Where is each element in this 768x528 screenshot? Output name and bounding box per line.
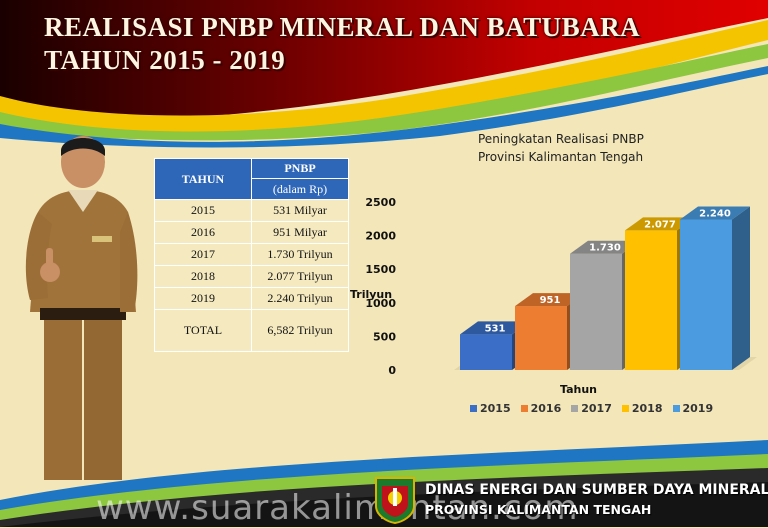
table-header-pnbp: PNBP [251, 158, 349, 179]
chart-legend: 2015 2016 2017 2018 2019 [470, 402, 713, 415]
bar-data-label: 2.077 [644, 219, 676, 230]
bar-front [680, 219, 732, 370]
official-portrait [25, 136, 138, 480]
table-cell-year: 2019 [154, 287, 252, 310]
bar-top [460, 321, 530, 335]
chart-title-line-2: Provinsi Kalimantan Tengah [478, 150, 644, 164]
watermark-text: www.suarakalimantan.com [96, 488, 579, 528]
bar-front [515, 306, 567, 370]
pnbp-bar-chart: 0 500 1000 1500 2000 2500 531 951 1.730 2.077 2.2… [365, 196, 757, 377]
y-tick-label: 0 [388, 364, 396, 377]
legend-swatch [621, 405, 629, 412]
table-header-year: TAHUN [154, 158, 252, 200]
legend-swatch [571, 405, 579, 412]
y-tick-label: 1500 [365, 263, 396, 276]
table-cell-year: 2016 [154, 221, 252, 244]
y-tick-label: 1000 [365, 297, 396, 310]
bar-front [460, 334, 512, 370]
bar-front [625, 230, 677, 370]
table-row: 2015 531 Milyar [154, 199, 349, 222]
bar-data-label: 531 [485, 323, 506, 334]
org-name-line-1: DINAS ENERGI DAN SUMBER DAYA MINERAL [425, 482, 768, 498]
legend-swatch [470, 405, 477, 412]
legend-label: 2016 [530, 402, 562, 415]
legend-item-2016: 2016 [520, 402, 562, 415]
legend-swatch [672, 405, 680, 412]
legend-item-2019: 2019 [672, 402, 714, 415]
table-row: 2018 2.077 Trilyun [154, 265, 349, 288]
table-cell-value: 1.730 Trilyun [251, 243, 349, 266]
table-row: 2019 2.240 Trilyun [154, 287, 349, 310]
x-axis-label: Tahun [560, 383, 598, 396]
table-cell-value: 2.240 Trilyun [251, 287, 349, 310]
bar-data-label: 2.240 [699, 208, 731, 219]
pnbp-table: TAHUN PNBP (dalam Rp) 2015 531 Milyar 20… [154, 158, 349, 352]
legend-label: 2015 [480, 402, 511, 415]
legend-label: 2018 [631, 402, 663, 415]
page-title-line-2: TAHUN 2015 - 2019 [44, 45, 286, 75]
bar-top [515, 293, 585, 307]
legend-item-2015: 2015 [470, 402, 511, 415]
table-cell-year: 2015 [154, 199, 252, 222]
bar-2019: 2.240 [680, 206, 750, 370]
bar-top [570, 240, 640, 254]
chart-bars: 531 951 1.730 2.077 2.240 [460, 206, 750, 370]
table-row: 2017 1.730 Trilyun [154, 243, 349, 266]
table-cell-year: 2017 [154, 243, 252, 266]
y-axis-label: Trilyun [350, 288, 393, 301]
bar-top [625, 217, 695, 231]
table-cell-value: 2.077 Trilyun [251, 265, 349, 288]
legend-label: 2019 [682, 402, 714, 415]
org-name-line-2: PROVINSI KALIMANTAN TENGAH [425, 502, 652, 517]
table-cell-value: 951 Milyar [251, 221, 349, 244]
table-total-row: TOTAL 6,582 Trilyun [154, 309, 349, 352]
bar-side [732, 206, 750, 370]
table-row: 2016 951 Milyar [154, 221, 349, 244]
bar-data-label: 951 [540, 295, 561, 306]
table-header-unit: (dalam Rp) [251, 178, 349, 200]
y-tick-label: 2500 [365, 196, 396, 209]
table-cell-year: 2018 [154, 265, 252, 288]
province-emblem-icon [375, 477, 415, 524]
page-title-line-1: REALISASI PNBP MINERAL DAN BATUBARA [44, 12, 641, 42]
legend-item-2018: 2018 [621, 402, 663, 415]
legend-label: 2017 [581, 402, 612, 415]
table-cell-value: 531 Milyar [251, 199, 349, 222]
legend-swatch [520, 405, 528, 412]
y-tick-label: 2000 [365, 230, 396, 243]
y-axis-ticks: 0 500 1000 1500 2000 2500 [365, 196, 396, 377]
bar-data-label: 1.730 [589, 243, 621, 254]
table-total-label: TOTAL [154, 309, 252, 352]
bar-front [570, 253, 622, 370]
bar-top [680, 206, 750, 220]
legend-item-2017: 2017 [571, 402, 612, 415]
chart-title-line-1: Peningkatan Realisasi PNBP [478, 132, 644, 146]
table-total-value: 6,582 Trilyun [251, 309, 349, 352]
y-tick-label: 500 [373, 330, 396, 343]
